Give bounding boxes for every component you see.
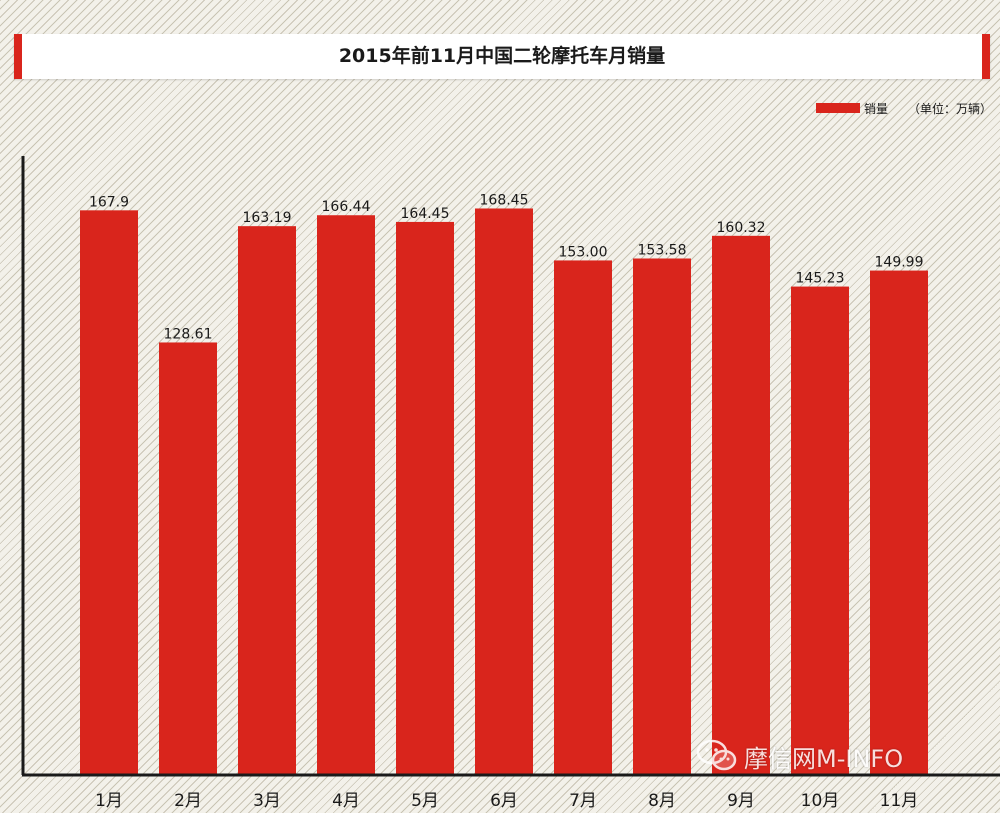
chart-title: 2015年前11月中国二轮摩托车月销量: [338, 45, 666, 67]
x-tick-label-8: 8月: [648, 791, 676, 811]
x-tick-label-10: 10月: [801, 791, 840, 811]
data-label-6: 168.45: [480, 192, 529, 208]
data-label-4: 166.44: [322, 199, 371, 215]
legend: 销量 （单位：万辆）: [815, 100, 992, 116]
bar-10: [791, 286, 849, 775]
x-tick-label-9: 9月: [727, 791, 755, 811]
watermark: 摩信网M-INFO: [696, 738, 903, 774]
x-tick-label-11: 11月: [880, 791, 919, 811]
bar-4: [317, 215, 375, 776]
data-label-3: 163.19: [243, 210, 292, 226]
data-label-11: 149.99: [875, 255, 924, 271]
bar-7: [554, 260, 612, 775]
data-label-8: 153.58: [638, 242, 687, 258]
bar-8: [633, 258, 691, 775]
x-tick-label-2: 2月: [174, 791, 202, 811]
bar-1: [80, 210, 138, 775]
data-label-9: 160.32: [717, 220, 766, 236]
bar-2: [159, 342, 217, 775]
legend-series-label: 销量: [863, 101, 888, 116]
data-label-5: 164.45: [401, 206, 450, 222]
bar-6: [475, 208, 533, 775]
data-label-7: 153.00: [559, 244, 608, 260]
x-tick-label-4: 4月: [332, 791, 360, 811]
bar-11: [870, 270, 928, 775]
watermark-text: 摩信网M-INFO: [744, 744, 904, 773]
bar-3: [238, 226, 296, 775]
x-tick-label-3: 3月: [253, 791, 281, 811]
data-label-10: 145.23: [796, 271, 845, 287]
x-tick-label-1: 1月: [95, 791, 123, 811]
legend-unit-note: （单位：万辆）: [907, 101, 992, 116]
wechat-icon: [696, 739, 737, 771]
chart-title-box: 2015年前11月中国二轮摩托车月销量: [14, 34, 990, 79]
bar-5: [396, 221, 454, 775]
data-label-2: 128.61: [164, 326, 213, 342]
legend-swatch: [815, 103, 860, 113]
x-tick-label-7: 7月: [569, 791, 597, 811]
bar-9: [712, 235, 770, 775]
x-tick-label-6: 6月: [490, 791, 518, 811]
x-tick-label-5: 5月: [411, 791, 439, 811]
data-label-1: 167.9: [89, 194, 129, 210]
